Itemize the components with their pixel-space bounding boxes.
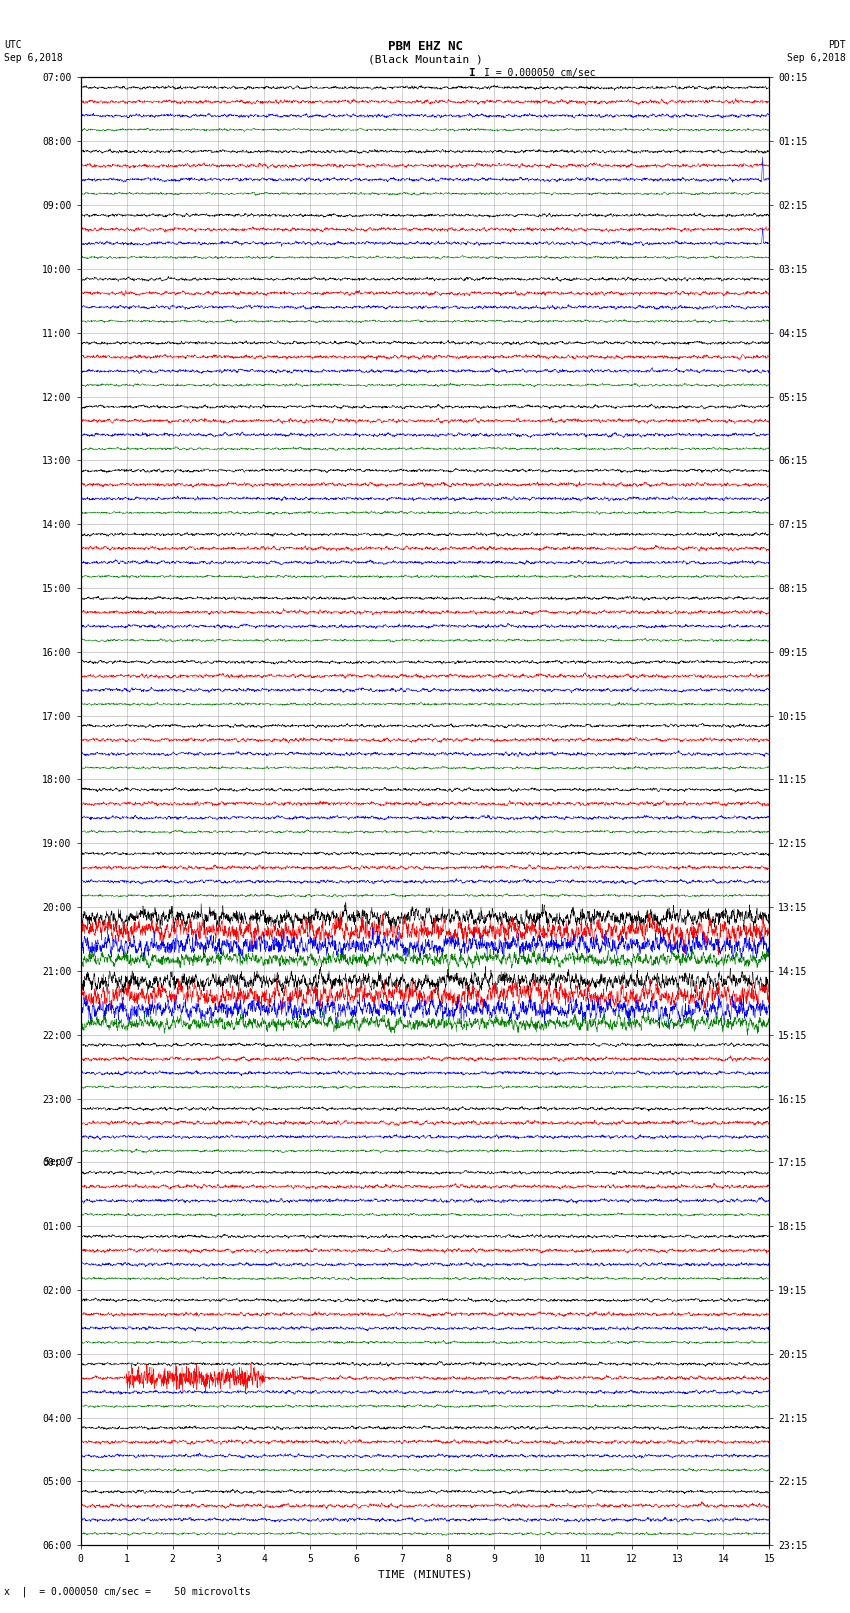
Text: (Black Mountain ): (Black Mountain ) [367, 55, 483, 65]
Text: Sep 6,2018: Sep 6,2018 [4, 53, 63, 63]
X-axis label: TIME (MINUTES): TIME (MINUTES) [377, 1569, 473, 1579]
Text: I: I [468, 68, 475, 77]
Text: x  |  = 0.000050 cm/sec =    50 microvolts: x | = 0.000050 cm/sec = 50 microvolts [4, 1586, 251, 1597]
Text: Sep 7: Sep 7 [44, 1158, 74, 1168]
Text: PDT: PDT [828, 40, 846, 50]
Text: UTC: UTC [4, 40, 22, 50]
Text: Sep 6,2018: Sep 6,2018 [787, 53, 846, 63]
Text: PBM EHZ NC: PBM EHZ NC [388, 40, 462, 53]
Text: I = 0.000050 cm/sec: I = 0.000050 cm/sec [484, 68, 596, 77]
